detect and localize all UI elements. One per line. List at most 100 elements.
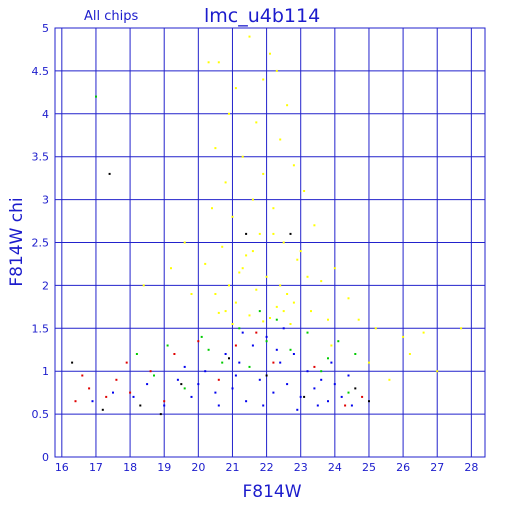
y-tick-label: 3 — [42, 194, 49, 207]
data-point — [204, 370, 207, 373]
y-tick-label: 4 — [42, 108, 49, 121]
y-tick-label: 0 — [42, 451, 49, 464]
data-point — [197, 383, 200, 386]
data-point — [255, 288, 258, 291]
data-point — [221, 245, 224, 248]
data-point — [436, 370, 439, 373]
data-point — [265, 374, 268, 377]
data-point — [112, 391, 114, 394]
data-point — [286, 383, 289, 386]
data-point — [255, 331, 258, 334]
data-point — [272, 361, 275, 364]
data-point — [279, 138, 282, 141]
data-point — [306, 331, 309, 334]
data-point — [320, 280, 323, 283]
data-point — [74, 400, 77, 403]
data-point — [313, 387, 316, 390]
data-point — [231, 215, 234, 218]
data-point — [248, 35, 251, 38]
data-point — [217, 311, 220, 314]
x-tick-label: 18 — [123, 461, 137, 474]
data-point — [108, 172, 111, 175]
data-point — [292, 353, 295, 355]
data-point — [183, 387, 186, 390]
x-tick-label: 20 — [191, 461, 205, 474]
data-point — [275, 348, 278, 351]
data-point — [292, 164, 295, 167]
data-point — [125, 361, 128, 364]
data-point — [296, 258, 299, 261]
data-point — [251, 344, 254, 347]
data-point — [361, 395, 364, 398]
data-point — [234, 301, 237, 304]
data-point — [330, 344, 333, 347]
y-tick-label: 2.5 — [32, 237, 50, 250]
data-point — [245, 254, 248, 257]
y-tick-label: 1.5 — [32, 322, 50, 335]
data-point — [333, 267, 336, 270]
data-point — [388, 378, 391, 381]
x-tick-label: 23 — [294, 461, 308, 474]
data-point — [313, 224, 316, 227]
data-point — [139, 404, 142, 407]
data-point — [272, 207, 275, 210]
data-point — [368, 400, 370, 403]
data-point — [296, 408, 299, 411]
data-point — [71, 361, 74, 364]
data-point — [105, 395, 108, 398]
data-point — [262, 172, 265, 175]
data-point — [275, 305, 278, 308]
data-points — [71, 35, 463, 416]
data-point — [204, 262, 207, 265]
y-tick-label: 5 — [42, 22, 49, 35]
data-point — [330, 361, 333, 364]
x-tick-label: 24 — [328, 461, 342, 474]
x-tick-label: 27 — [430, 461, 444, 474]
data-point — [91, 400, 94, 403]
y-tick-label: 0.5 — [32, 408, 50, 421]
x-tick-label: 17 — [89, 461, 103, 474]
data-point — [159, 413, 162, 416]
data-point — [350, 404, 353, 407]
data-point — [354, 353, 357, 355]
x-axis-label: F814W — [242, 482, 301, 502]
data-point — [228, 112, 230, 115]
data-point — [292, 301, 295, 304]
data-point — [310, 310, 312, 313]
data-point — [217, 61, 220, 64]
data-point — [320, 370, 323, 373]
y-axis-label: F814W chi — [7, 197, 27, 286]
data-point — [190, 293, 193, 295]
data-point — [214, 391, 217, 394]
y-tick-label: 2 — [42, 279, 49, 292]
data-point — [313, 365, 316, 368]
data-point — [170, 267, 172, 270]
data-point — [88, 387, 91, 390]
data-point — [251, 250, 254, 253]
data-point — [306, 275, 309, 278]
y-tick-labels: 0 0.5 1 1.5 2 2.5 3 3.5 4 4.5 5 — [32, 22, 50, 464]
data-point — [357, 318, 360, 321]
data-point — [340, 395, 343, 398]
data-point — [306, 370, 309, 373]
data-point — [95, 95, 97, 98]
data-point — [272, 391, 275, 394]
data-point — [197, 340, 200, 343]
data-point — [275, 69, 278, 72]
data-point — [228, 284, 230, 287]
data-point — [255, 121, 258, 124]
data-point — [217, 378, 220, 381]
data-point — [316, 404, 319, 407]
data-point — [289, 232, 292, 235]
data-point — [262, 78, 265, 81]
data-point — [269, 317, 271, 319]
data-point — [374, 327, 377, 330]
data-point — [234, 87, 237, 90]
chart-subtitle: All chips — [84, 9, 138, 24]
data-point — [265, 340, 268, 343]
data-point — [101, 408, 104, 411]
data-point — [163, 404, 166, 407]
data-point — [224, 310, 227, 313]
data-point — [207, 348, 210, 351]
data-point — [221, 361, 224, 364]
